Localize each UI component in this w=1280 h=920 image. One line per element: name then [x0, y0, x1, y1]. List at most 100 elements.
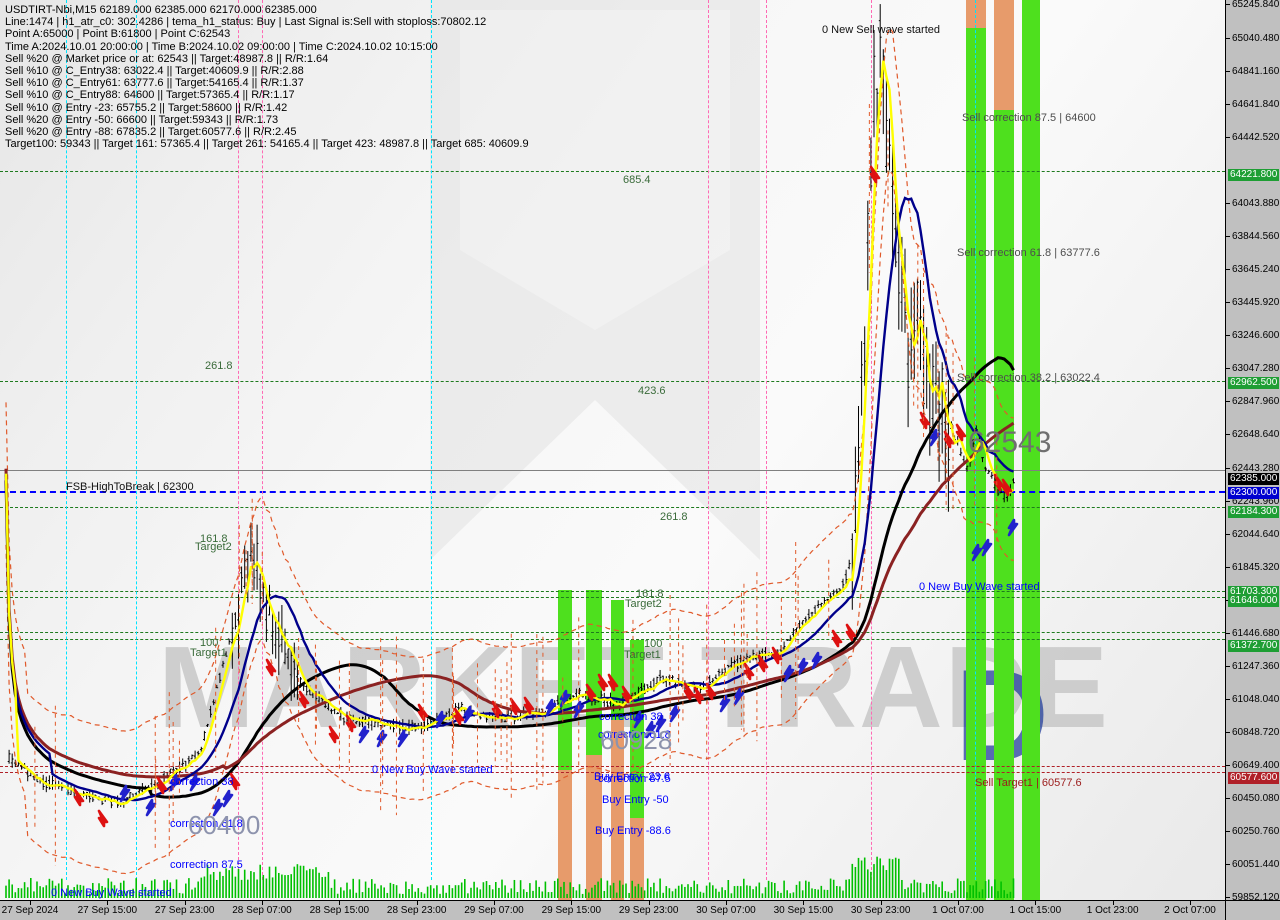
annotation-fsb-high: FSB-HighToBreak | 62300: [66, 481, 194, 493]
price-tick: 60848.720: [1226, 727, 1280, 739]
annotation-buy-entry-236: Buy Entry -23.6: [594, 771, 670, 783]
session-separator-pink: [708, 0, 709, 880]
price-level-line: [0, 470, 1225, 471]
price-tick: 60649.400: [1226, 760, 1280, 772]
session-band: [966, 28, 986, 900]
price-tick: 60450.080: [1226, 793, 1280, 805]
price-level-badge[interactable]: 60577.600: [1228, 771, 1280, 784]
annotation-sell-corr-875: Sell correction 87.5 | 64600: [962, 112, 1096, 124]
annotation-fib-1618-mid: 161.8: [636, 588, 664, 600]
session-band: [558, 590, 572, 770]
price-tick-label: 63844.560: [1232, 231, 1280, 242]
price-tick-label: 62243.960: [1232, 496, 1280, 507]
time-tick-label: 27 Sep 23:00: [154, 905, 215, 916]
annotation-corr-38-left: correction 38: [170, 776, 234, 788]
info-line: Time A:2024.10.01 20:00:00 | Time B:2024…: [5, 40, 438, 53]
price-axis[interactable]: 65245.840 65040.480 64841.160 64641.840 6444…: [1225, 0, 1280, 903]
annotation-fib-2618-mid: 261.8: [660, 511, 688, 523]
session-band: [611, 600, 624, 720]
price-level-badge[interactable]: 61646.000: [1228, 595, 1280, 607]
price-tick-label: 61845.320: [1232, 562, 1280, 573]
time-tick-label: 29 Sep 23:00: [618, 905, 679, 916]
annotation-fib-1618-left: 161.8: [200, 533, 228, 545]
price-tick: 64442.520: [1226, 132, 1280, 144]
annotation-new-buy-wave-m: 0 New Buy Wave started: [372, 764, 493, 776]
price-tick: 61845.320: [1226, 562, 1280, 574]
annotation-target1-left: Target1: [190, 647, 227, 659]
annotation-corr-618-left: correction 61.8: [170, 818, 243, 830]
info-line: Sell %20 @ Entry -88: 67835.2 || Target:…: [5, 125, 297, 138]
session-separator-pink: [766, 0, 767, 880]
price-tick: 65040.480: [1226, 33, 1280, 45]
annotation-fib-685: 685.4: [623, 174, 651, 186]
price-level-badge[interactable]: 62300.000: [1228, 486, 1280, 499]
price-tick-label: 60450.080: [1232, 793, 1280, 804]
time-tick-label: 27 Sep 2024: [1, 905, 59, 916]
chart-info-panel: USDTIRT-Nbi,M15 62189.000 62385.000 6217…: [5, 4, 529, 150]
fib-level-line: [0, 639, 1225, 640]
price-tick-label: 61048.040: [1232, 694, 1280, 705]
time-tick-label: 29 Sep 07:00: [464, 905, 524, 916]
time-axis[interactable]: 27 Sep 2024 27 Sep 15:00 27 Sep 23:00 28 Se…: [0, 900, 1225, 920]
price-tick-label: 63445.920: [1232, 297, 1280, 308]
price-level-badge[interactable]: 64221.800: [1228, 168, 1280, 181]
price-tick-label: 64043.880: [1232, 198, 1280, 209]
time-tick-label: 27 Sep 15:00: [77, 905, 138, 916]
annotation-target1-mid: Target1: [624, 649, 661, 661]
price-level-badge[interactable]: 61703.300: [1228, 585, 1280, 598]
price-tick-label: 65245.840: [1232, 0, 1280, 10]
price-tick-label: 63047.280: [1232, 363, 1280, 374]
annotation-new-buy-wave-l: 0 New Buy Wave started: [51, 887, 172, 899]
price-tick: 63844.560: [1226, 231, 1280, 243]
price-label-price-c: 62543: [968, 426, 1052, 459]
time-tick-label: 30 Sep 23:00: [850, 905, 911, 916]
price-tick: 62443.280: [1226, 463, 1280, 475]
price-tick-label: 61247.360: [1232, 661, 1280, 672]
session-separator-pink: [871, 0, 872, 880]
annotation-new-buy-wave-r: 0 New Buy Wave started: [919, 581, 1040, 593]
annotation-corr-38-mid: correction 38: [599, 711, 663, 723]
price-level-badge[interactable]: 62962.500: [1228, 377, 1280, 390]
price-tick: 63047.280: [1226, 363, 1280, 375]
price-tick: 61048.040: [1226, 694, 1280, 706]
price-tick-label: 60649.400: [1232, 760, 1280, 771]
price-tick-label: 65040.480: [1232, 33, 1280, 44]
price-tick-label: 63645.240: [1232, 264, 1280, 275]
price-tick: 60250.760: [1226, 826, 1280, 838]
annotation-corr-618-mid: correction 61.8: [598, 729, 671, 741]
fib-level-line: [0, 632, 1225, 633]
price-tick: 61446.680: [1226, 628, 1280, 640]
price-tick-label: 59852.120: [1232, 892, 1280, 903]
price-label-price-mid: 60928: [600, 725, 673, 755]
time-tick-label: 1 Oct 07:00: [932, 905, 984, 916]
fib-level-line: [0, 507, 1225, 508]
annotation-new-sell-wave: 0 New Sell wave started: [822, 24, 940, 36]
time-tick-label: 28 Sep 15:00: [309, 905, 370, 916]
info-line: Target100: 59343 || Target 161: 57365.4 …: [5, 138, 529, 151]
info-line: Sell %10 @ C_Entry61: 63777.6 || Target:…: [5, 77, 304, 90]
price-tick: 60051.440: [1226, 859, 1280, 871]
price-tick-label: 60250.760: [1232, 826, 1280, 837]
price-tick-label: 64442.520: [1232, 132, 1280, 143]
info-line: Sell %20 @ Entry -50: 66600 || Target:59…: [5, 113, 279, 126]
info-line: Line:1474 | h1_atr_c0: 302.4286 | tema_h…: [5, 16, 487, 29]
session-band: [1022, 0, 1040, 900]
info-line: Sell %10 @ C_Entry38: 63022.4 || Target:…: [5, 64, 304, 77]
price-tick: 62243.960: [1226, 496, 1280, 508]
price-level-badge[interactable]: 62385.000: [1228, 472, 1280, 485]
info-line: Sell %10 @ Entry -23: 65755.2 || Target:…: [5, 101, 288, 114]
price-tick-label: 64641.840: [1232, 99, 1280, 110]
price-tick-label: 64841.160: [1232, 66, 1280, 77]
info-line: Point A:65000 | Point B:61800 | Point C:…: [5, 28, 231, 41]
time-tick-label: 2 Oct 07:00: [1164, 905, 1216, 916]
annotation-corr-875-mid: correction 87.5: [598, 773, 671, 785]
price-tick: 59852.120: [1226, 892, 1280, 904]
annotation-fib-100-mid: 100: [644, 638, 663, 650]
price-tick: 64841.160: [1226, 66, 1280, 78]
price-level-badge[interactable]: 62184.300: [1228, 505, 1280, 518]
price-tick: 62044.640: [1226, 529, 1280, 541]
price-tick: 61247.360: [1226, 661, 1280, 673]
price-level-badge[interactable]: 61372.700: [1228, 640, 1280, 653]
info-line: Sell %20 @ Market price or at: 62543 || …: [5, 52, 329, 65]
